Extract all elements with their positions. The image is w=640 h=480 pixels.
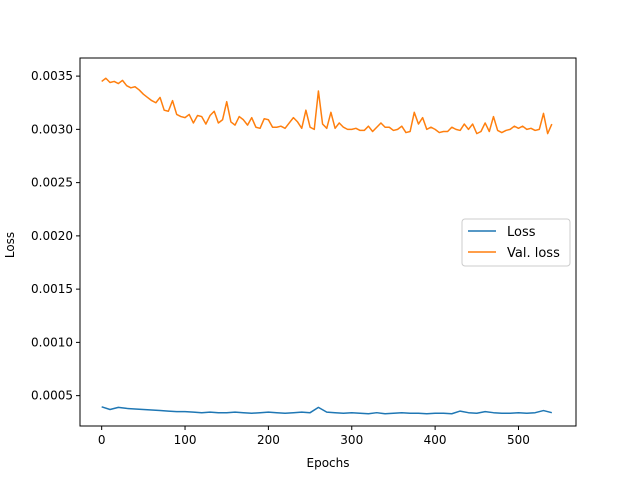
y-tick-label: 0.0035: [31, 69, 73, 83]
plot-frame: [79, 57, 577, 427]
y-tick-label: 0.0005: [31, 389, 73, 403]
y-tick-label: 0.0030: [31, 122, 73, 136]
legend-entry: Loss: [507, 225, 536, 240]
legend-entry: Val. loss: [507, 246, 560, 261]
y-tick-label: 0.0020: [31, 229, 73, 243]
series-line-loss: [101, 406, 553, 415]
x-tick-label: 200: [257, 433, 280, 447]
x-tick-label: 400: [424, 433, 447, 447]
series-line-val-loss: [101, 77, 553, 135]
y-tick-label: 0.0010: [31, 335, 73, 349]
legend: Loss Val. loss: [461, 218, 571, 267]
y-tick-label: 0.0015: [31, 282, 73, 296]
series-layer: [101, 77, 553, 415]
x-axis-label: Epochs: [307, 456, 350, 470]
x-tick-label: 300: [340, 433, 363, 447]
x-axis-ticks: 0 100 200 300 400 500: [98, 426, 530, 447]
x-tick-label: 500: [507, 433, 530, 447]
x-tick-label: 0: [98, 433, 106, 447]
x-tick-label: 100: [174, 433, 197, 447]
y-axis-label: Loss: [3, 232, 17, 258]
y-axis-ticks: 0.0005 0.0010 0.0015 0.0020 0.0025 0.0030 0.00…: [31, 69, 80, 403]
y-tick-label: 0.0025: [31, 176, 73, 190]
